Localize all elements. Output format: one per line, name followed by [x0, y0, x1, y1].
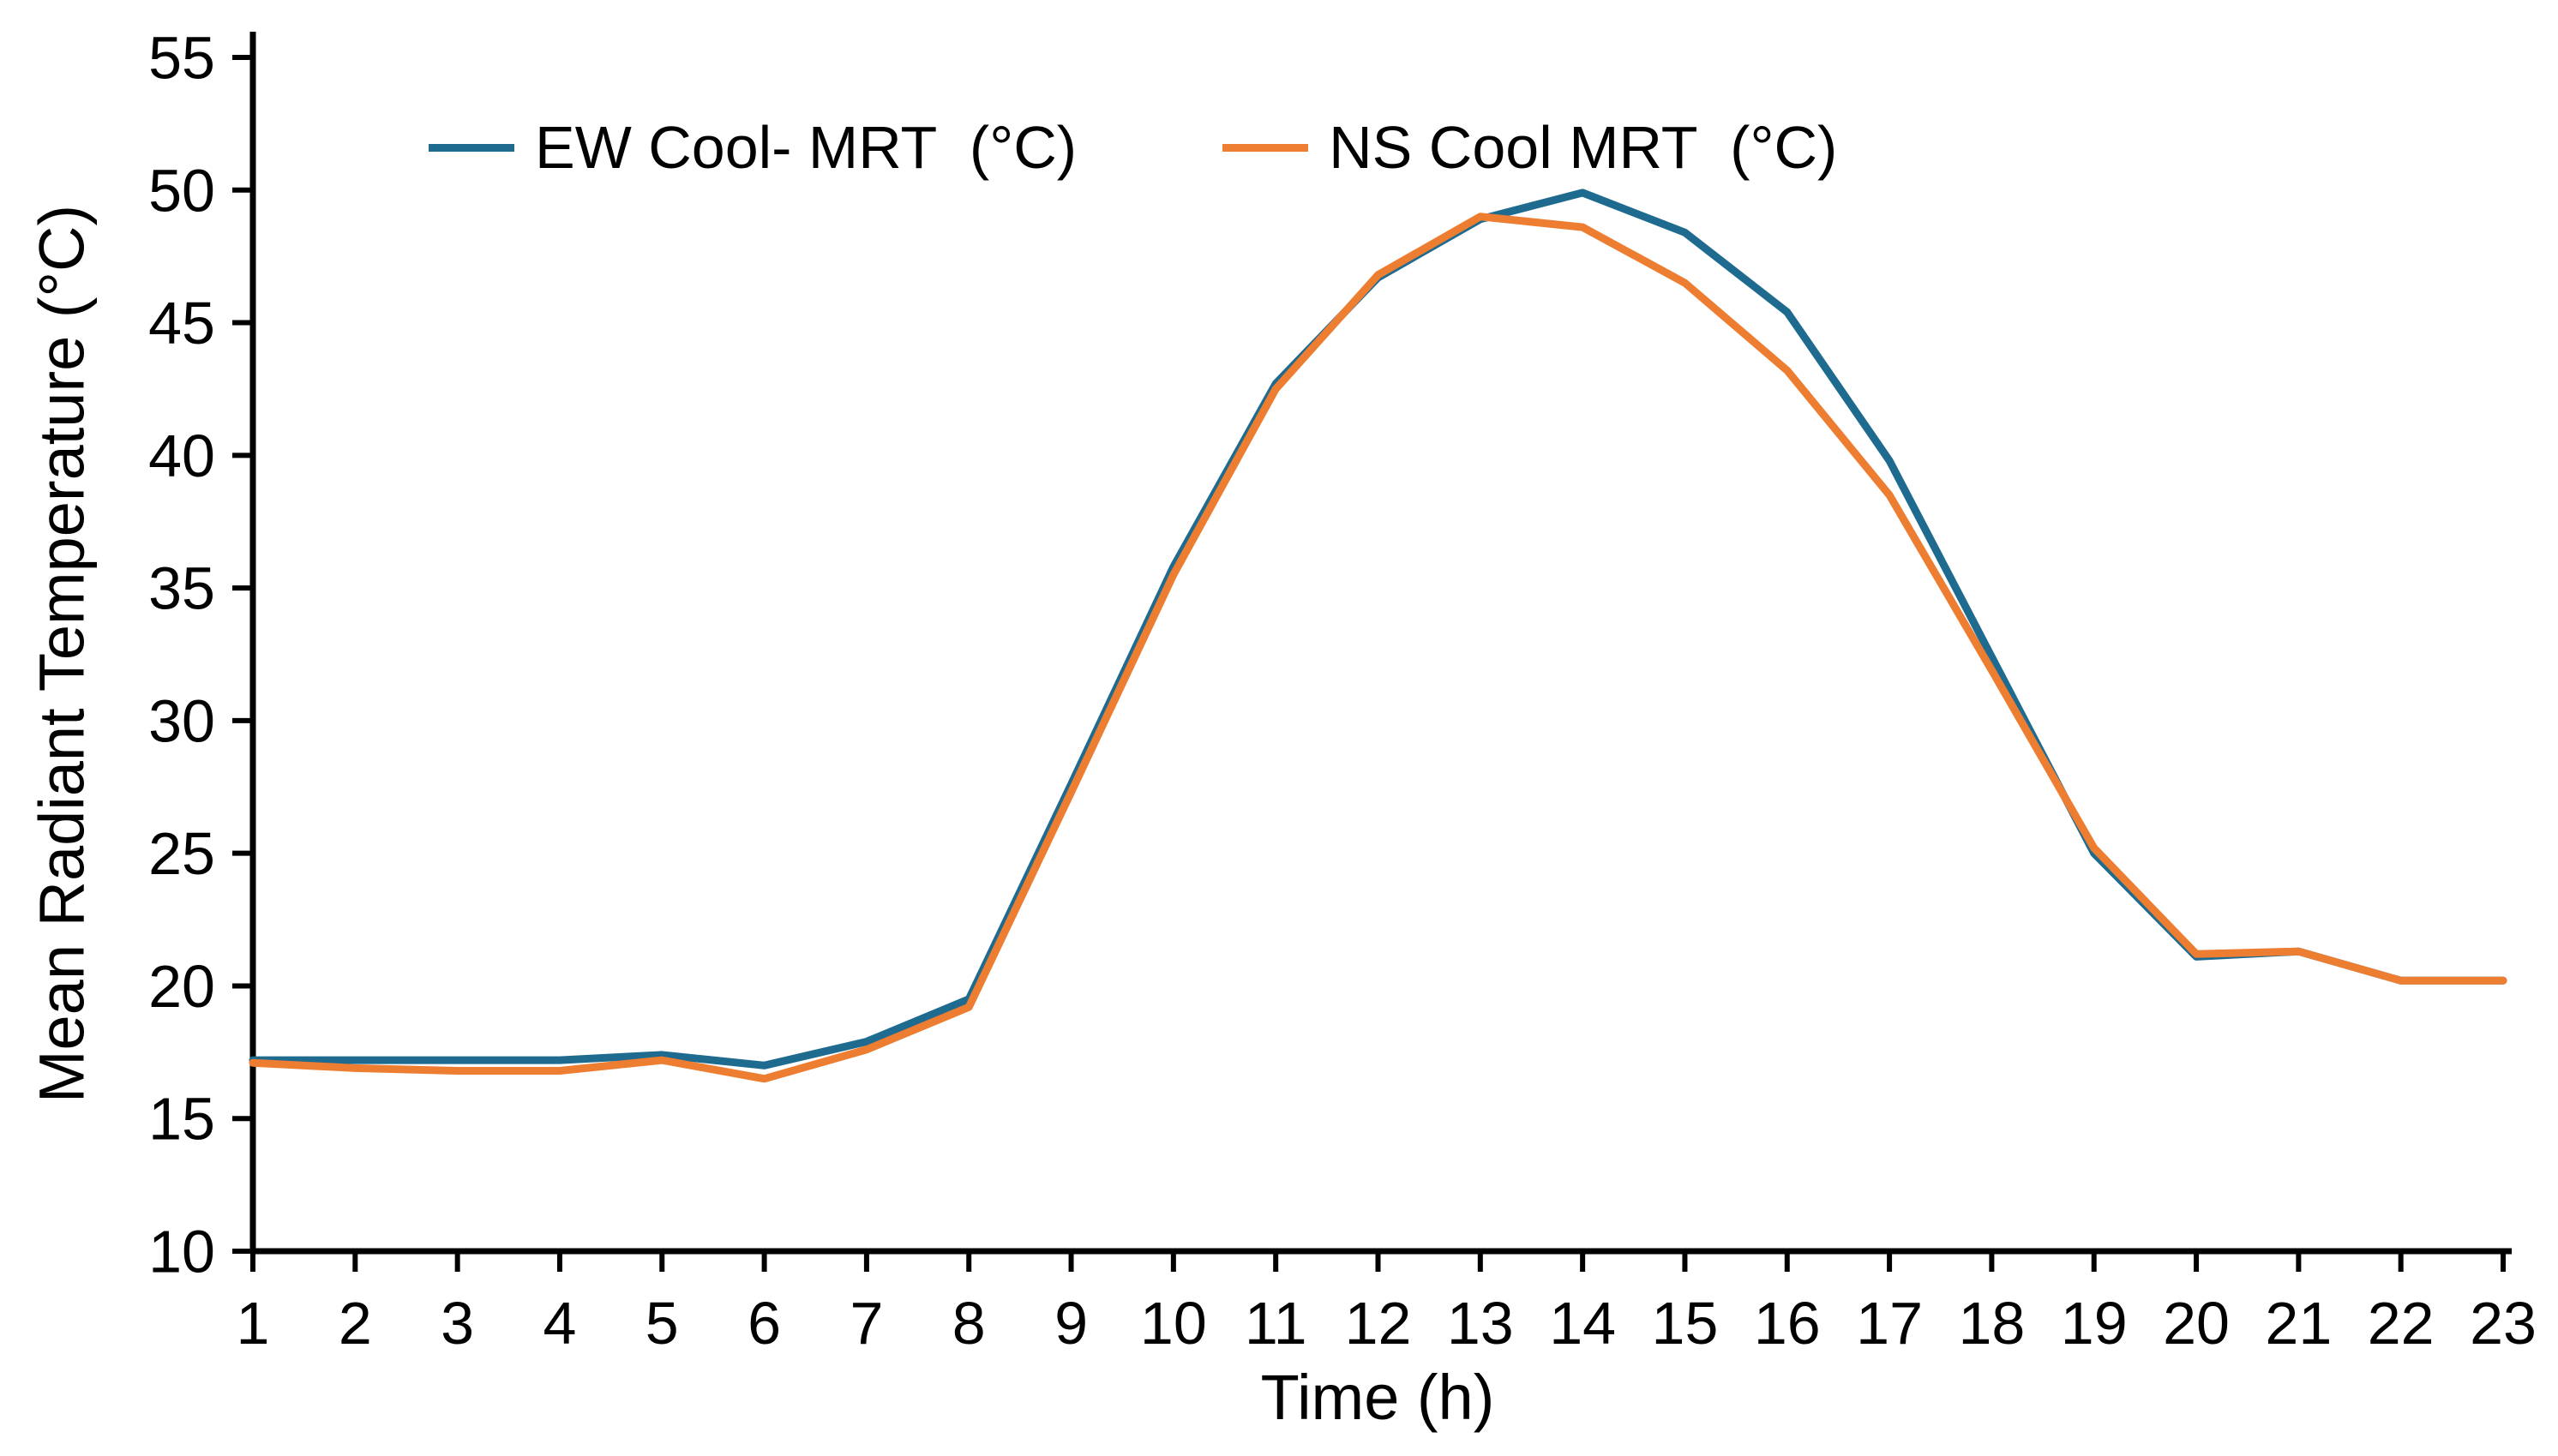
- x-tick-label: 3: [441, 1290, 474, 1357]
- series-line-ns: [249, 213, 2507, 1083]
- x-tick-label: 8: [952, 1290, 986, 1357]
- y-tick-label: 45: [148, 290, 215, 357]
- x-tick-label: 23: [2470, 1290, 2537, 1357]
- legend-item-ns: NS Cool MRT (°C): [1222, 113, 1837, 182]
- y-tick-label: 30: [148, 687, 215, 754]
- x-tick-label: 20: [2163, 1290, 2230, 1357]
- x-tick-label: 16: [1754, 1290, 1821, 1357]
- legend: EW Cool- MRT (°C) NS Cool MRT (°C): [429, 113, 1837, 182]
- x-tick-label: 6: [748, 1290, 781, 1357]
- x-tick-label: 15: [1652, 1290, 1719, 1357]
- x-tick-label: 4: [543, 1290, 576, 1357]
- x-tick-label: 14: [1549, 1290, 1616, 1357]
- x-tick-label: 5: [646, 1290, 679, 1357]
- y-tick-label: 25: [148, 820, 215, 887]
- y-tick-label: 55: [148, 25, 215, 92]
- x-tick-label: 18: [1958, 1290, 2025, 1357]
- y-tick-label: 15: [148, 1086, 215, 1153]
- legend-swatch-ew: [429, 143, 514, 152]
- x-tick-label: 11: [1245, 1290, 1307, 1357]
- x-tick-label: 2: [339, 1290, 372, 1357]
- x-tick-label: 1: [237, 1290, 270, 1357]
- y-tick-label: 10: [148, 1219, 215, 1285]
- x-tick-label: 17: [1856, 1290, 1923, 1357]
- series-line-ew: [249, 189, 2507, 1070]
- legend-label-ew: EW Cool- MRT (°C): [535, 114, 1078, 181]
- y-tick-label: 50: [148, 157, 215, 224]
- x-tick-label: 9: [1054, 1290, 1088, 1357]
- x-axis-title: Time (h): [1260, 1362, 1495, 1433]
- legend-swatch-ns: [1222, 143, 1309, 152]
- y-tick-label: 20: [148, 953, 215, 1020]
- legend-item-ew: EW Cool- MRT (°C): [429, 113, 1077, 182]
- y-axis-title: Mean Radiant Temperature (°C): [26, 204, 98, 1104]
- y-tick-label: 40: [148, 422, 215, 489]
- legend-label-ns: NS Cool MRT (°C): [1329, 114, 1838, 181]
- x-tick-label: 13: [1447, 1290, 1514, 1357]
- x-tick-label: 12: [1345, 1290, 1412, 1357]
- x-tick-label: 10: [1140, 1290, 1207, 1357]
- x-tick-label: 19: [2061, 1290, 2128, 1357]
- x-tick-label: 7: [850, 1290, 883, 1357]
- x-tick-label: 22: [2368, 1290, 2435, 1357]
- x-tick-label: 21: [2265, 1290, 2332, 1357]
- y-tick-label: 35: [148, 555, 215, 622]
